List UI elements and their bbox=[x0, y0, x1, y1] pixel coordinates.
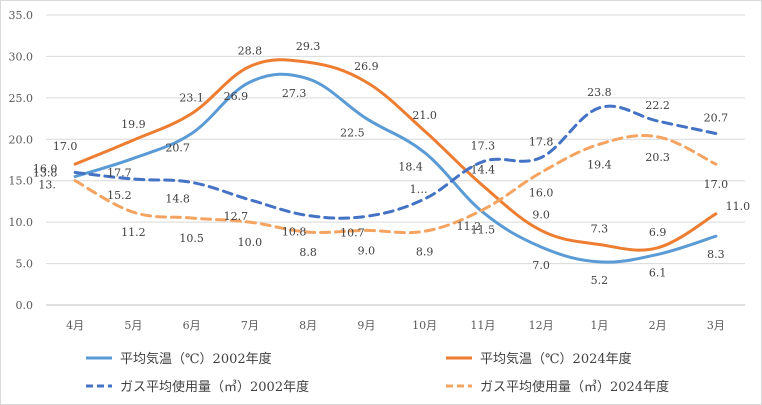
data-label: 10.8 bbox=[282, 226, 307, 239]
y-axis: 0.0 5.0 10.0 15.0 20.0 25.0 30.0 35.0 bbox=[9, 9, 34, 312]
x-tick-label: 7月 bbox=[241, 319, 259, 332]
x-tick-label: 9月 bbox=[357, 319, 375, 332]
data-label: 20.7 bbox=[704, 111, 729, 124]
data-label: 12.7 bbox=[224, 210, 249, 223]
y-tick-label: 5.0 bbox=[16, 258, 34, 271]
data-label: 16.0 bbox=[529, 186, 554, 199]
data-label: 22.2 bbox=[645, 99, 670, 112]
x-tick-label: 2月 bbox=[649, 319, 667, 332]
data-label: 8.3 bbox=[707, 248, 725, 261]
data-label: 16.0 bbox=[33, 162, 58, 175]
data-label: 28.8 bbox=[238, 44, 263, 57]
data-label: 13. bbox=[38, 179, 56, 192]
series-line bbox=[73, 104, 718, 220]
data-labels: 13.8 17.7 20.7 26.9 27.3 22.5 18.4 11.2 7.0 5.2 6.… bbox=[33, 40, 750, 287]
x-tick-label: 4月 bbox=[66, 319, 84, 332]
data-label: 8.8 bbox=[299, 246, 317, 259]
data-label: 10.7 bbox=[340, 226, 365, 239]
y-tick-label: 10.0 bbox=[9, 216, 34, 229]
data-label: 11.0 bbox=[726, 200, 751, 213]
legend-label: ガス平均使用量（㎥）2002年度 bbox=[120, 379, 309, 395]
data-label: 27.3 bbox=[282, 87, 307, 100]
legend: 平均気温（℃）2002年度 平均気温（℃）2024年度ガス平均使用量（㎥）2002… bbox=[86, 351, 669, 395]
data-label: 11.2 bbox=[121, 226, 146, 239]
x-axis: 4月 5月 6月 7月 8月 9月 10月 11月 12月 1月 2月 3月 bbox=[66, 319, 725, 332]
data-label: 5.2 bbox=[591, 274, 609, 287]
x-tick-label: 11月 bbox=[470, 319, 495, 332]
data-label: 17.7 bbox=[107, 166, 132, 179]
data-label: 17.0 bbox=[704, 178, 729, 191]
series-lines bbox=[73, 58, 718, 264]
legend-label: 平均気温（℃）2002年度 bbox=[120, 351, 272, 367]
data-label: 17.8 bbox=[529, 136, 554, 149]
y-tick-label: 30.0 bbox=[9, 50, 34, 63]
data-label: 20.7 bbox=[165, 141, 190, 154]
x-tick-label: 3月 bbox=[707, 319, 725, 332]
x-tick-label: 8月 bbox=[299, 319, 317, 332]
data-label: 1… bbox=[410, 183, 428, 196]
y-tick-label: 0.0 bbox=[16, 299, 34, 312]
data-label: 26.9 bbox=[224, 90, 249, 103]
gridlines bbox=[46, 14, 745, 306]
legend-label: ガス平均使用量（㎥）2024年度 bbox=[480, 379, 669, 395]
x-tick-label: 1月 bbox=[590, 319, 608, 332]
data-label: 7.0 bbox=[532, 259, 550, 272]
data-label: 14.4 bbox=[471, 164, 496, 177]
y-tick-label: 15.0 bbox=[9, 175, 34, 188]
legend-label: 平均気温（℃）2024年度 bbox=[480, 351, 632, 367]
data-label: 19.9 bbox=[121, 118, 146, 131]
x-tick-label: 5月 bbox=[124, 319, 142, 332]
data-label: 17.3 bbox=[471, 140, 496, 153]
x-tick-label: 10月 bbox=[412, 319, 437, 332]
data-label: 19.4 bbox=[587, 158, 612, 171]
data-label: 29.3 bbox=[296, 40, 321, 53]
data-label: 11.2 bbox=[457, 220, 482, 233]
series-line bbox=[73, 72, 718, 264]
data-label: 18.4 bbox=[398, 161, 423, 174]
y-tick-label: 35.0 bbox=[9, 9, 34, 22]
data-label: 8.9 bbox=[416, 245, 434, 258]
data-label: 23.8 bbox=[587, 86, 612, 99]
data-label: 9.0 bbox=[358, 244, 376, 257]
data-label: 26.9 bbox=[354, 60, 379, 73]
data-label: 6.9 bbox=[649, 226, 667, 239]
data-label: 11.5 bbox=[471, 224, 496, 237]
data-label: 14.8 bbox=[165, 192, 190, 205]
data-label: 9.0 bbox=[532, 208, 550, 221]
data-label: 6.1 bbox=[649, 266, 667, 279]
series-line bbox=[73, 58, 718, 252]
x-tick-label: 6月 bbox=[183, 319, 201, 332]
series-line bbox=[73, 134, 718, 235]
data-label: 17.0 bbox=[53, 140, 78, 153]
data-label: 13.8 bbox=[33, 167, 58, 180]
data-label: 23.1 bbox=[179, 92, 204, 105]
data-label: 22.5 bbox=[340, 127, 365, 140]
data-label: 20.3 bbox=[645, 151, 670, 164]
data-label: 7.3 bbox=[591, 223, 609, 236]
y-tick-label: 20.0 bbox=[9, 133, 34, 146]
data-label: 15.2 bbox=[107, 189, 132, 202]
data-label: 21.0 bbox=[412, 109, 437, 122]
data-label: 10.5 bbox=[179, 232, 204, 245]
data-label: 10.0 bbox=[238, 236, 263, 249]
y-tick-label: 25.0 bbox=[9, 92, 34, 105]
x-tick-label: 12月 bbox=[529, 319, 554, 332]
